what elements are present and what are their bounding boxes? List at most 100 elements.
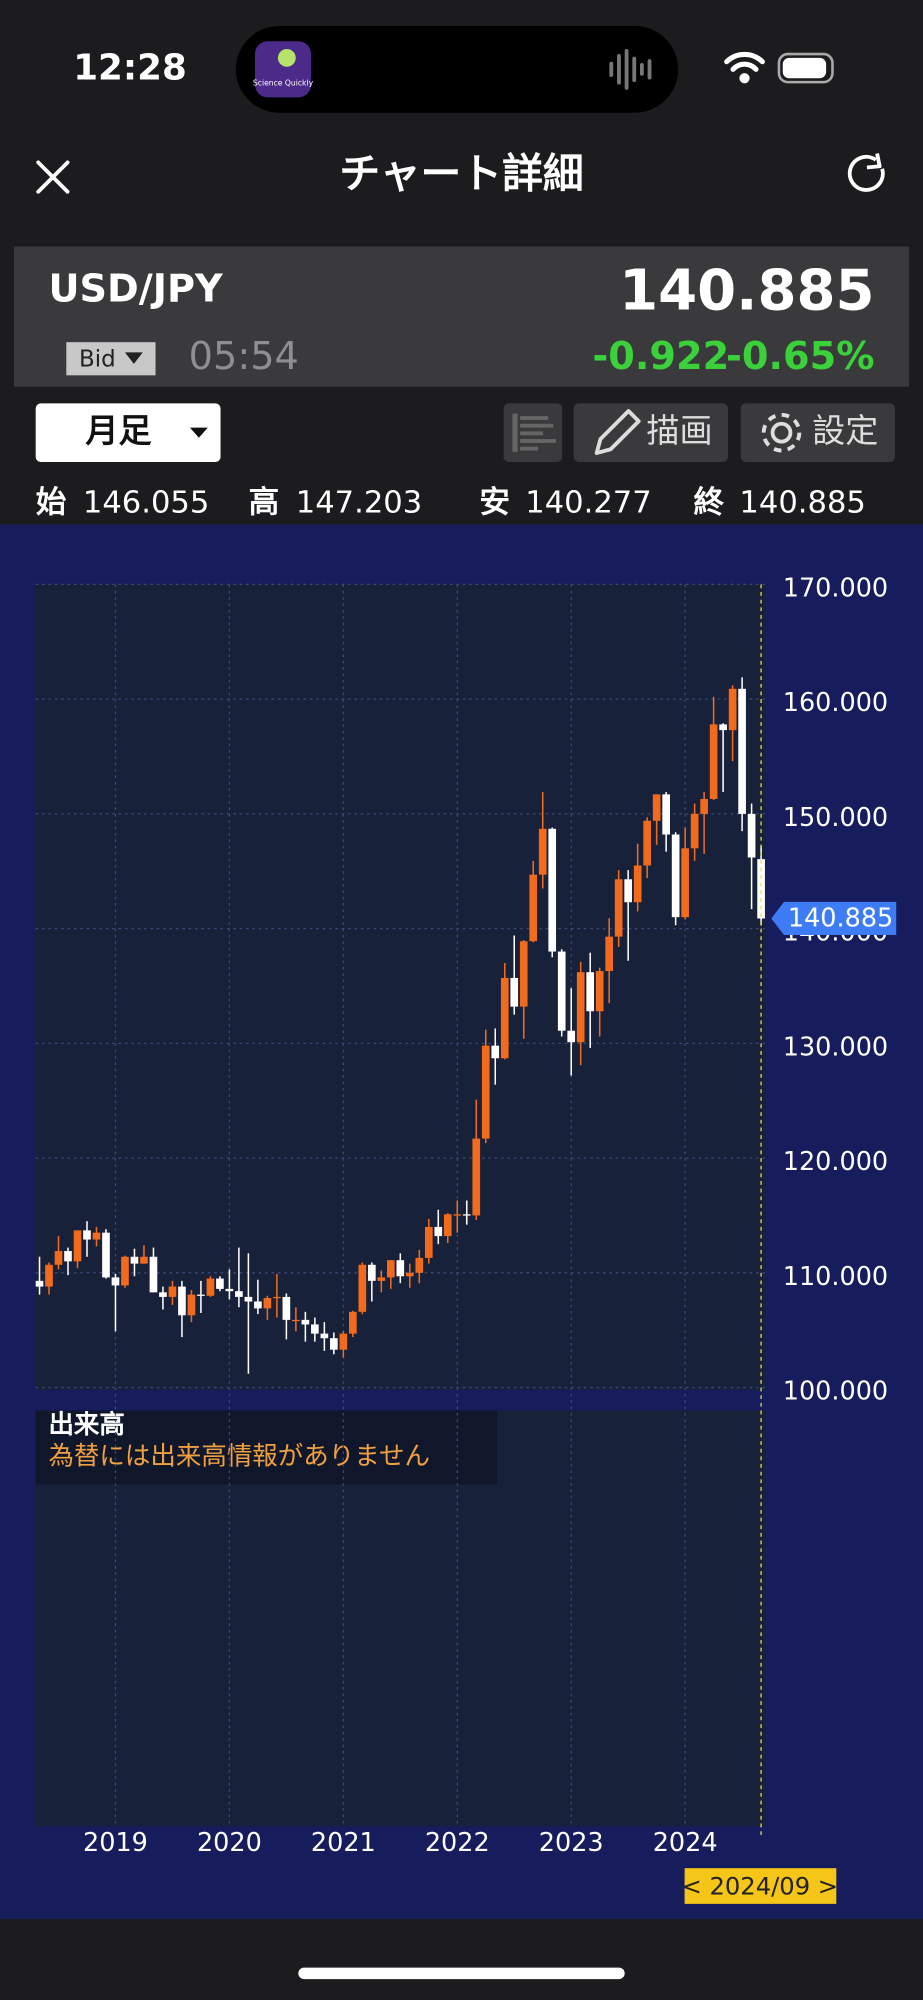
app-icon-label: Science Quickly: [253, 78, 314, 87]
period-select[interactable]: [35, 403, 221, 463]
y-tick-label: 130.000: [783, 1032, 888, 1062]
candle-body: [405, 1272, 414, 1277]
candle-body: [140, 1256, 148, 1264]
candle-body: [652, 794, 661, 821]
candle-body: [130, 1256, 139, 1264]
y-tick-label: 110.000: [783, 1262, 888, 1292]
candle-body: [235, 1291, 243, 1297]
candle-body: [709, 724, 718, 799]
app-icon-planet: [277, 48, 296, 67]
dropdown-arrow: [189, 427, 208, 438]
candle-body: [443, 1214, 452, 1237]
candle-body: [595, 971, 604, 1012]
candle-body: [187, 1294, 196, 1316]
candle-body: [73, 1230, 82, 1262]
candle-body: [83, 1230, 91, 1240]
y-tick-label: 120.000: [783, 1147, 888, 1177]
candle-body: [273, 1296, 281, 1299]
refresh-button[interactable]: [847, 153, 885, 192]
candle-body: [481, 1045, 490, 1139]
candle-body: [491, 1045, 500, 1059]
close-value: 140.885: [739, 486, 865, 521]
dropdown-arrow: [124, 352, 143, 364]
candle-body: [548, 828, 557, 952]
dynamic-island: [235, 26, 679, 113]
candle-body: [624, 879, 632, 903]
candle-body: [671, 834, 680, 918]
x-tick-label: 2023: [539, 1828, 604, 1858]
close-button[interactable]: [36, 160, 70, 194]
candle-body: [424, 1226, 433, 1258]
candle-body: [557, 951, 566, 1031]
x-tick-label: 2019: [83, 1828, 148, 1858]
volume-message: 為替には出来高情報がありません: [48, 1442, 430, 1472]
battery-level: [782, 57, 827, 79]
price-tag: [771, 901, 897, 936]
candle-body: [254, 1301, 262, 1309]
y-tick-label: 160.000: [783, 688, 888, 718]
candle-body: [605, 936, 614, 972]
settings-label: 設定: [812, 411, 878, 450]
price-type-badge[interactable]: [66, 342, 156, 376]
price-tag-label: 140.885: [788, 904, 893, 934]
close-label: 終: [694, 485, 725, 521]
candle-body: [681, 848, 689, 918]
settings-button[interactable]: [740, 403, 895, 463]
candle-body: [719, 724, 727, 731]
list-icon: [512, 413, 556, 452]
candle-body: [121, 1256, 129, 1286]
candle-body: [102, 1232, 110, 1278]
candle-body: [292, 1319, 300, 1322]
candle-body: [472, 1138, 481, 1216]
candle-body: [386, 1260, 395, 1278]
candle-body: [339, 1333, 348, 1350]
candle-body: [700, 798, 708, 814]
candle-body: [311, 1324, 319, 1334]
candle-body: [728, 688, 737, 731]
app-icon: [254, 41, 312, 98]
y-tick-label: 150.000: [783, 803, 888, 833]
candle-body: [54, 1251, 63, 1265]
candle-body: [225, 1288, 234, 1292]
low-label: 安: [479, 486, 510, 521]
ohlc-row: 始 146.055 高 147.203 安 140.277 終 140.885: [36, 485, 866, 521]
candle-body: [349, 1311, 357, 1334]
candle-body: [586, 972, 595, 1012]
x-tick-label: 2021: [311, 1828, 376, 1858]
symbol: USD/JPY: [48, 268, 224, 312]
candle-body: [301, 1319, 310, 1325]
high-value: 147.203: [296, 486, 422, 521]
candle-body: [330, 1338, 338, 1350]
high-label: 高: [249, 486, 280, 521]
candle-body: [149, 1256, 158, 1293]
plot: 100.000110.000120.000130.000140.000150.0…: [35, 573, 897, 1904]
bottom-bar: [0, 1919, 923, 2000]
header-title: チャート詳細: [339, 149, 583, 197]
candle-body: [197, 1294, 205, 1296]
x-tick-label: 2024: [653, 1828, 718, 1858]
candle-body: [757, 859, 765, 919]
candle-body: [282, 1296, 291, 1320]
candle-body: [206, 1278, 215, 1296]
candle-body: [576, 972, 585, 1043]
candle-body: [396, 1260, 405, 1277]
wifi-icon: [724, 51, 765, 84]
candle-body: [244, 1296, 253, 1302]
candle-body: [529, 874, 538, 942]
home-indicator: [298, 1967, 625, 1980]
candle-body: [519, 941, 528, 1007]
candle-body: [92, 1232, 101, 1240]
draw-label: 描画: [646, 411, 712, 450]
candle-body: [168, 1286, 177, 1297]
candle-body: [45, 1264, 53, 1287]
volume-title: 出来高: [48, 1410, 124, 1440]
volume-note-box: [35, 1410, 498, 1485]
candle-body: [462, 1214, 471, 1216]
x-tick-label: 2022: [425, 1828, 490, 1858]
open-value: 146.055: [83, 486, 209, 521]
change: -0.922: [592, 335, 729, 379]
candle-body: [633, 865, 642, 903]
quote-panel: [14, 246, 909, 387]
